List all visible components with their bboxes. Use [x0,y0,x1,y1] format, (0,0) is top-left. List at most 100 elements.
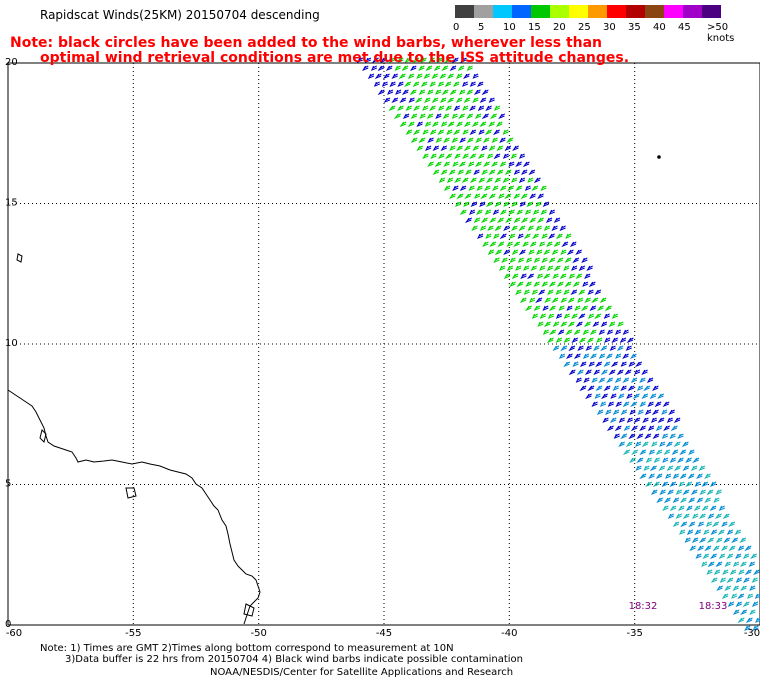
wind-barb [561,241,569,248]
wind-barb [407,73,415,79]
wind-barb [673,417,681,424]
wind-barb [520,217,528,224]
wind-barb [510,153,517,159]
wind-barb [551,249,559,255]
wind-barb [401,89,409,96]
wind-barb [440,121,448,127]
wind-barb [480,217,488,224]
wind-barb [412,81,420,88]
wind-barb [492,129,500,136]
wind-barb [750,553,758,560]
time-label: 18:33 [699,601,728,612]
wind-barb [688,521,696,528]
wind-barb [446,97,455,104]
legend-label: 10 [503,22,516,33]
wind-barb [630,401,638,408]
contamination-marker [657,155,661,159]
wind-barb [424,97,431,103]
wind-barb [515,185,523,192]
wind-barb [564,257,572,264]
wind-barb [477,105,485,111]
wind-barb [606,425,614,432]
wind-barb [551,225,558,231]
wind-barb [446,129,453,135]
wind-barb [679,497,687,504]
wind-barb [628,433,636,440]
wind-barb [503,225,510,231]
wind-barb [388,57,396,63]
wind-barb [732,609,740,615]
wind-barb [654,401,662,408]
wind-barb [582,353,590,359]
wind-barb [513,241,521,248]
wind-barb [690,489,698,496]
wind-barb [721,521,728,527]
wind-barb [469,105,476,112]
wind-barb [568,345,576,352]
wind-barb [559,273,567,279]
wind-barb [468,161,475,167]
wind-barb [522,161,530,168]
wind-barb [579,385,587,392]
wind-barb [740,585,747,592]
wind-barb [731,593,738,599]
wind-barb [663,425,670,432]
wind-barb [429,81,436,87]
wind-barb [529,217,536,224]
wind-barb [677,433,684,439]
axis-tick-labels: -60 -55 -50 -45 -40 -35 -30 0 5 10 15 20 [5,57,760,639]
wind-barb [598,353,606,359]
wind-barb [517,257,524,263]
wind-barb [373,81,380,87]
wind-barb [449,65,457,72]
wind-barb [543,225,550,231]
wind-barb [506,137,514,144]
wind-barb [517,233,524,239]
wind-barb [475,137,482,143]
wind-barb [364,57,372,63]
wind-barb [410,65,417,71]
wind-barb [739,537,747,544]
wind-barb [471,121,479,128]
wind-barb [745,617,753,624]
wind-barb [728,521,736,528]
wind-barb [485,201,493,208]
wind-barb [662,401,670,408]
wind-barb [393,113,401,120]
wind-barb [442,113,450,120]
wind-barb [531,289,538,295]
wind-barb [662,457,669,463]
wind-barb [518,225,526,232]
wind-barb [525,281,532,287]
wind-barb [679,473,687,480]
wind-barb [486,177,493,184]
wind-barb [526,257,533,263]
wind-barb [435,89,442,95]
wind-barb [716,585,723,592]
wind-barb [709,553,717,560]
wind-barb [447,73,454,80]
wind-barb [458,161,466,168]
wind-barb [458,113,466,120]
wind-barb [476,185,483,191]
wind-barb [595,361,603,368]
wind-barb [710,529,718,535]
wind-barb [592,321,600,328]
wind-barb [600,401,607,407]
wind-barb [473,89,481,96]
wind-barb [478,129,485,135]
wind-barb [515,265,522,271]
wind-barb [553,241,561,248]
wind-barb [646,377,654,383]
wind-barb [479,201,486,207]
wind-barb [515,161,522,168]
legend-unit-label: >50 knots [707,22,735,44]
wind-barb [649,393,657,399]
wind-barb [449,193,456,200]
wind-barb [665,473,672,479]
wind-barb [533,305,541,311]
wind-barb [523,233,531,240]
wind-barb [568,369,576,376]
wind-barb [531,313,538,319]
legend-swatch [455,5,474,18]
